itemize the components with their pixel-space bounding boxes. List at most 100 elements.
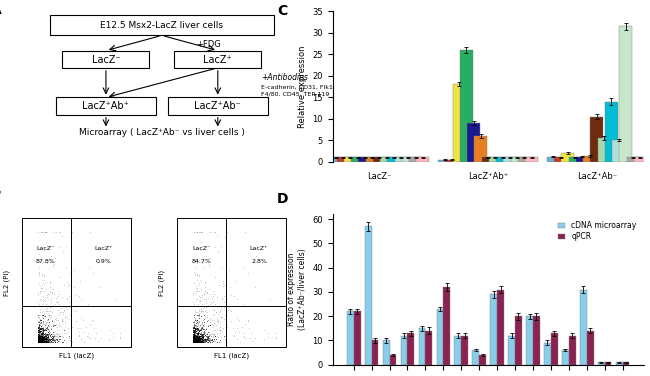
Point bbox=[33, 312, 44, 318]
Point bbox=[33, 334, 44, 340]
Point bbox=[190, 338, 200, 344]
Point bbox=[53, 299, 63, 305]
Text: FL1 (lacZ): FL1 (lacZ) bbox=[214, 353, 250, 359]
Point bbox=[47, 336, 58, 342]
Point bbox=[192, 339, 202, 345]
Point bbox=[38, 333, 49, 339]
Point bbox=[192, 229, 203, 235]
Point bbox=[192, 302, 203, 308]
Point bbox=[38, 339, 49, 345]
Point bbox=[35, 320, 46, 326]
Point bbox=[200, 337, 210, 343]
Point bbox=[213, 318, 223, 324]
Point bbox=[40, 335, 51, 341]
Point bbox=[32, 335, 43, 341]
Point bbox=[189, 335, 200, 341]
Point bbox=[188, 329, 198, 335]
Point bbox=[34, 326, 45, 332]
Point bbox=[207, 339, 217, 345]
Text: FL1 (lacZ): FL1 (lacZ) bbox=[59, 353, 94, 359]
Point bbox=[188, 338, 199, 344]
Point bbox=[207, 315, 217, 321]
Point bbox=[33, 338, 44, 344]
Point bbox=[38, 333, 49, 339]
Point bbox=[34, 335, 44, 341]
Point bbox=[46, 334, 57, 340]
Point bbox=[40, 333, 50, 339]
Point bbox=[195, 338, 205, 344]
Point bbox=[40, 338, 51, 344]
Point bbox=[188, 333, 199, 339]
Point bbox=[38, 332, 49, 338]
Point bbox=[193, 335, 203, 341]
Point bbox=[192, 333, 202, 339]
Point bbox=[33, 339, 44, 345]
Point bbox=[41, 336, 51, 342]
Point bbox=[211, 336, 221, 342]
Point bbox=[200, 304, 211, 310]
Point bbox=[188, 339, 199, 345]
Point bbox=[54, 338, 64, 344]
Point bbox=[208, 299, 218, 305]
Point bbox=[189, 339, 200, 345]
Point bbox=[190, 339, 200, 345]
Point bbox=[47, 323, 58, 329]
Point bbox=[191, 324, 202, 330]
Point bbox=[40, 321, 51, 327]
Point bbox=[37, 336, 47, 342]
Point bbox=[43, 333, 53, 339]
Point bbox=[39, 247, 49, 253]
Point bbox=[57, 317, 68, 323]
Point bbox=[193, 335, 203, 341]
Point bbox=[40, 321, 50, 327]
Point bbox=[36, 337, 47, 343]
Point bbox=[33, 325, 44, 331]
Point bbox=[189, 312, 200, 318]
Point bbox=[188, 335, 199, 341]
Point bbox=[193, 308, 203, 314]
Point bbox=[34, 335, 44, 341]
Point bbox=[47, 289, 57, 295]
Point bbox=[47, 334, 58, 340]
Point bbox=[203, 335, 214, 341]
Point bbox=[36, 326, 46, 332]
Point bbox=[194, 335, 204, 341]
Point bbox=[35, 333, 46, 339]
Point bbox=[196, 330, 206, 336]
Point bbox=[190, 333, 200, 339]
Point bbox=[193, 339, 203, 345]
Point bbox=[195, 327, 205, 334]
Point bbox=[189, 336, 200, 342]
Point bbox=[38, 336, 49, 342]
Point bbox=[33, 332, 44, 338]
Point bbox=[33, 338, 44, 344]
Point bbox=[90, 330, 101, 336]
Point bbox=[190, 229, 201, 235]
Point bbox=[188, 314, 199, 320]
Point bbox=[192, 326, 202, 332]
Point bbox=[196, 279, 206, 285]
Point bbox=[37, 333, 47, 339]
Point bbox=[49, 339, 60, 345]
Point bbox=[38, 306, 49, 312]
Point bbox=[200, 259, 211, 265]
Bar bbox=[358, 158, 371, 162]
Bar bbox=[533, 316, 540, 365]
Point bbox=[46, 334, 57, 340]
Point bbox=[190, 332, 200, 338]
Point bbox=[41, 326, 51, 332]
Point bbox=[36, 334, 47, 340]
Bar bbox=[587, 331, 593, 365]
Point bbox=[38, 337, 49, 343]
Point bbox=[38, 335, 49, 341]
Point bbox=[197, 331, 207, 337]
Point bbox=[64, 337, 75, 343]
Point bbox=[197, 319, 207, 325]
Point bbox=[198, 337, 208, 343]
Point bbox=[35, 338, 46, 344]
Point bbox=[33, 336, 44, 342]
Point bbox=[212, 326, 222, 332]
Point bbox=[43, 317, 53, 323]
Point bbox=[192, 337, 202, 343]
Text: +Antibodies: +Antibodies bbox=[261, 73, 308, 82]
